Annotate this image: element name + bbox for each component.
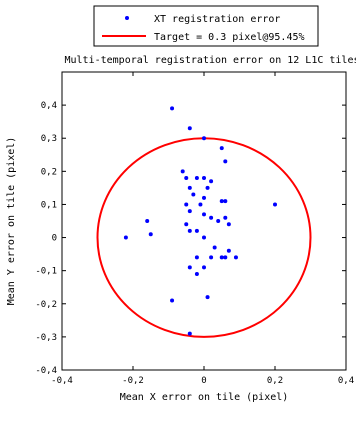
y-tick-label: -0,4 <box>35 366 57 376</box>
scatter-point <box>194 175 199 180</box>
y-tick-label: 0,3 <box>41 134 57 144</box>
scatter-point <box>202 175 206 180</box>
scatter-point <box>209 255 214 260</box>
scatter-point <box>209 215 214 220</box>
scatter-point <box>202 195 206 200</box>
legend-label-scatter: XT registration error <box>154 14 280 25</box>
scatter-point <box>223 215 228 220</box>
y-tick-label: 0,4 <box>41 101 57 111</box>
scatter-point <box>123 235 128 240</box>
scatter-point <box>191 192 196 197</box>
scatter-point <box>148 232 153 237</box>
x-tick-label: 0,2 <box>267 376 283 386</box>
scatter-point <box>194 255 199 260</box>
scatter-point <box>145 219 150 223</box>
scatter-point <box>205 295 210 300</box>
scatter-point <box>170 298 175 303</box>
scatter-point <box>202 212 206 217</box>
y-tick-label: -0,3 <box>35 333 57 343</box>
scatter-point <box>205 185 210 190</box>
legend: XT registration error Target = 0.3 pixel… <box>93 5 319 47</box>
scatter-point <box>216 219 221 223</box>
scatter-point <box>202 265 206 270</box>
scatter-point <box>223 159 228 164</box>
scatter-point <box>184 175 189 180</box>
scatter-point <box>209 179 214 184</box>
scatter-point <box>187 209 192 214</box>
legend-box <box>93 5 319 47</box>
x-axis-label: Mean X error on tile (pixel) <box>120 392 289 403</box>
scatter-point <box>202 136 206 141</box>
scatter-point <box>233 255 238 260</box>
scatter-point <box>198 202 203 207</box>
scatter-point <box>187 185 192 190</box>
y-axis: -0,4 -0,3 -0,2 -0,1 0 0,1 0,2 0,3 0,4 <box>35 101 346 376</box>
scatter-point <box>219 255 224 260</box>
scatter-point <box>226 222 231 227</box>
scatter-point <box>194 271 199 276</box>
y-axis-label: Mean Y error on tile (pixel) <box>6 137 17 306</box>
scatter-point <box>212 245 217 250</box>
y-tick-label: 0 <box>52 234 57 244</box>
legend-marker-scatter <box>125 16 129 20</box>
scatter-point <box>170 106 175 111</box>
scatter-point <box>219 146 224 151</box>
scatter-point <box>223 199 228 204</box>
y-tick-label: 0,2 <box>41 167 57 177</box>
y-tick-label: -0,2 <box>35 300 57 310</box>
plot-area <box>61 71 347 371</box>
scatter-point <box>273 202 277 207</box>
chart-title: Multi-temporal registration error on 12 … <box>64 55 356 66</box>
x-tick-label: -0,4 <box>51 376 73 386</box>
scatter-point <box>187 126 192 131</box>
y-tick-label: -0,1 <box>35 267 57 277</box>
scatter-point <box>226 248 231 253</box>
scatter-series <box>123 106 277 336</box>
scatter-point <box>184 202 189 207</box>
scatter-point <box>223 255 228 260</box>
scatter-point <box>184 222 189 227</box>
x-tick-label: 0,4 <box>338 376 354 386</box>
y-tick-label: 0,1 <box>41 200 57 210</box>
scatter-point <box>180 169 185 174</box>
scatter-point <box>187 331 192 336</box>
scatter-point <box>187 228 192 233</box>
legend-label-circle: Target = 0.3 pixel@95.45% <box>154 32 305 43</box>
scatter-point <box>194 228 199 233</box>
scatter-point <box>202 235 206 240</box>
scatter-point <box>187 265 192 270</box>
scatter-point <box>219 199 224 204</box>
x-axis: -0,4 -0,2 0 0,2 0,4 <box>51 72 354 386</box>
x-tick-label: -0,2 <box>122 376 144 386</box>
x-tick-label: 0 <box>201 376 206 386</box>
